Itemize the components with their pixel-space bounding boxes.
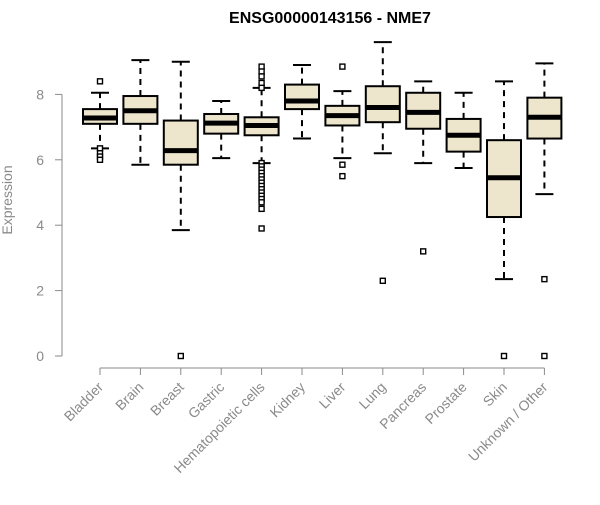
outlier-point [96, 78, 104, 85]
outlier-point [96, 156, 104, 164]
outlier-point [379, 277, 386, 284]
y-tick-label: 8 [36, 86, 44, 102]
outlier-point [500, 352, 508, 360]
outlier-point [258, 225, 265, 232]
box-group [203, 99, 240, 160]
box-group [526, 62, 563, 360]
box-iqr [284, 83, 320, 111]
outlier-point [339, 161, 346, 168]
outlier-point [258, 199, 265, 206]
box-iqr [162, 119, 199, 166]
y-axis: 0 2 4 6 8 [36, 86, 63, 364]
outlier-point [258, 205, 265, 213]
y-tick-label: 2 [36, 283, 44, 299]
outlier-point [420, 248, 427, 255]
outlier-point [339, 172, 346, 180]
outlier-point [258, 73, 265, 80]
box-group [405, 80, 442, 255]
box-group [284, 63, 320, 140]
outlier-point [258, 84, 265, 92]
x-tick-label: Breast [147, 379, 187, 419]
box-group [162, 60, 199, 360]
y-tick-label: 6 [36, 152, 44, 168]
boxes-layer [82, 41, 563, 360]
y-tick-label: 4 [36, 217, 44, 233]
outlier-point [541, 352, 548, 360]
box-group [82, 78, 118, 164]
y-axis-label: Expression [0, 165, 15, 234]
x-tick-label: Liver [316, 379, 349, 412]
box-group [243, 63, 280, 232]
x-tick-label: Prostate [422, 379, 470, 427]
box-group [486, 80, 522, 360]
chart-title: ENSG00000143156 - NME7 [229, 10, 431, 27]
box-group [324, 63, 361, 180]
box-group [445, 91, 482, 169]
x-tick-label: Bladder [61, 379, 107, 425]
outlier-point [339, 63, 346, 70]
box-group [122, 59, 159, 166]
x-tick-label: Skin [480, 379, 511, 410]
outlier-point [541, 275, 548, 283]
box-iqr [364, 85, 401, 124]
box-group [364, 41, 401, 284]
outlier-point [177, 352, 185, 360]
x-tick-label: Lung [356, 379, 389, 412]
x-tick-label: Kidney [267, 379, 309, 421]
y-tick-label: 0 [36, 348, 44, 364]
x-tick-label: Brain [112, 379, 146, 413]
